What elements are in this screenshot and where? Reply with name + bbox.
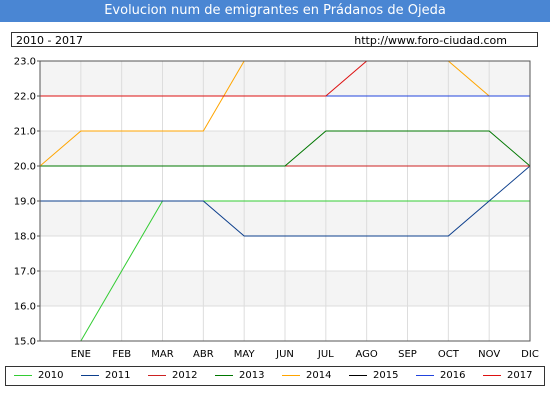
legend-swatch bbox=[14, 374, 32, 376]
year-range-label: 2010 - 2017 bbox=[16, 34, 83, 47]
y-axis-ticks: 15.0 16.0 17.0 18.0 19.0 20.0 21.0 22.0 23.0 bbox=[14, 57, 40, 348]
series-line-2017 bbox=[40, 61, 530, 97]
series-line-2013 bbox=[40, 130, 530, 167]
y-tick-label: 23.0 bbox=[14, 57, 36, 68]
legend-swatch bbox=[81, 374, 99, 376]
legend-label: 2012 bbox=[172, 370, 198, 381]
legend-swatch bbox=[148, 374, 166, 376]
legend-item-2014: 2014 bbox=[282, 367, 331, 385]
y-tick-label: 21.0 bbox=[14, 127, 36, 138]
legend-swatch bbox=[483, 374, 501, 376]
x-tick-label: NOV bbox=[478, 349, 500, 360]
legend-item-2012: 2012 bbox=[148, 367, 197, 385]
series-line-2010 bbox=[80, 200, 530, 341]
x-tick-label: FEB bbox=[112, 349, 131, 360]
y-tick-label: 18.0 bbox=[14, 232, 36, 243]
chart-subtitle-bar: 2010 - 2017 http://www.foro-ciudad.com bbox=[11, 32, 538, 47]
legend-label: 2013 bbox=[239, 370, 265, 381]
legend-item-2016: 2016 bbox=[416, 367, 465, 385]
x-tick-label: OCT bbox=[438, 349, 460, 360]
y-tick-label: 22.0 bbox=[14, 92, 36, 103]
y-tick-label: 15.0 bbox=[14, 337, 36, 348]
legend-swatch bbox=[215, 374, 233, 376]
x-axis-ticks: ENE FEB MAR ABR MAY JUN JUL AGO SEP OCT NOV DIC bbox=[71, 349, 539, 360]
y-tick-label: 16.0 bbox=[14, 302, 36, 313]
x-tick-label: JUN bbox=[275, 349, 294, 360]
legend-label: 2011 bbox=[105, 370, 131, 381]
legend: 2010 2011 2012 2013 2014 2015 2016 2017 bbox=[5, 366, 545, 386]
legend-item-2013: 2013 bbox=[215, 367, 264, 385]
x-tick-label: DIC bbox=[521, 349, 539, 360]
data-series bbox=[40, 61, 530, 341]
legend-item-2011: 2011 bbox=[81, 367, 130, 385]
x-tick-label: SEP bbox=[398, 349, 417, 360]
legend-label: 2016 bbox=[440, 370, 466, 381]
x-tick-label: AGO bbox=[356, 349, 378, 360]
series-line-2014 bbox=[40, 61, 530, 167]
source-url: http://www.foro-ciudad.com bbox=[354, 34, 507, 47]
legend-swatch bbox=[416, 374, 434, 376]
y-tick-label: 17.0 bbox=[14, 267, 36, 278]
legend-label: 2015 bbox=[373, 370, 399, 381]
legend-item-2017: 2017 bbox=[483, 367, 532, 385]
series-line-2011 bbox=[40, 165, 530, 237]
legend-item-2015: 2015 bbox=[349, 367, 398, 385]
chart-title: Evolucion num de emigrantes en Prádanos … bbox=[0, 0, 550, 22]
x-tick-label: MAY bbox=[234, 349, 256, 360]
x-tick-label: ENE bbox=[71, 349, 91, 360]
legend-label: 2017 bbox=[507, 370, 533, 381]
x-tick-label: JUL bbox=[317, 349, 334, 360]
x-tick-label: MAR bbox=[151, 349, 173, 360]
legend-swatch bbox=[282, 374, 300, 376]
y-tick-label: 19.0 bbox=[14, 197, 36, 208]
legend-label: 2010 bbox=[38, 370, 64, 381]
x-tick-label: ABR bbox=[193, 349, 214, 360]
legend-label: 2014 bbox=[306, 370, 332, 381]
legend-swatch bbox=[349, 374, 367, 376]
legend-item-2010: 2010 bbox=[14, 367, 63, 385]
y-tick-label: 20.0 bbox=[14, 162, 36, 173]
